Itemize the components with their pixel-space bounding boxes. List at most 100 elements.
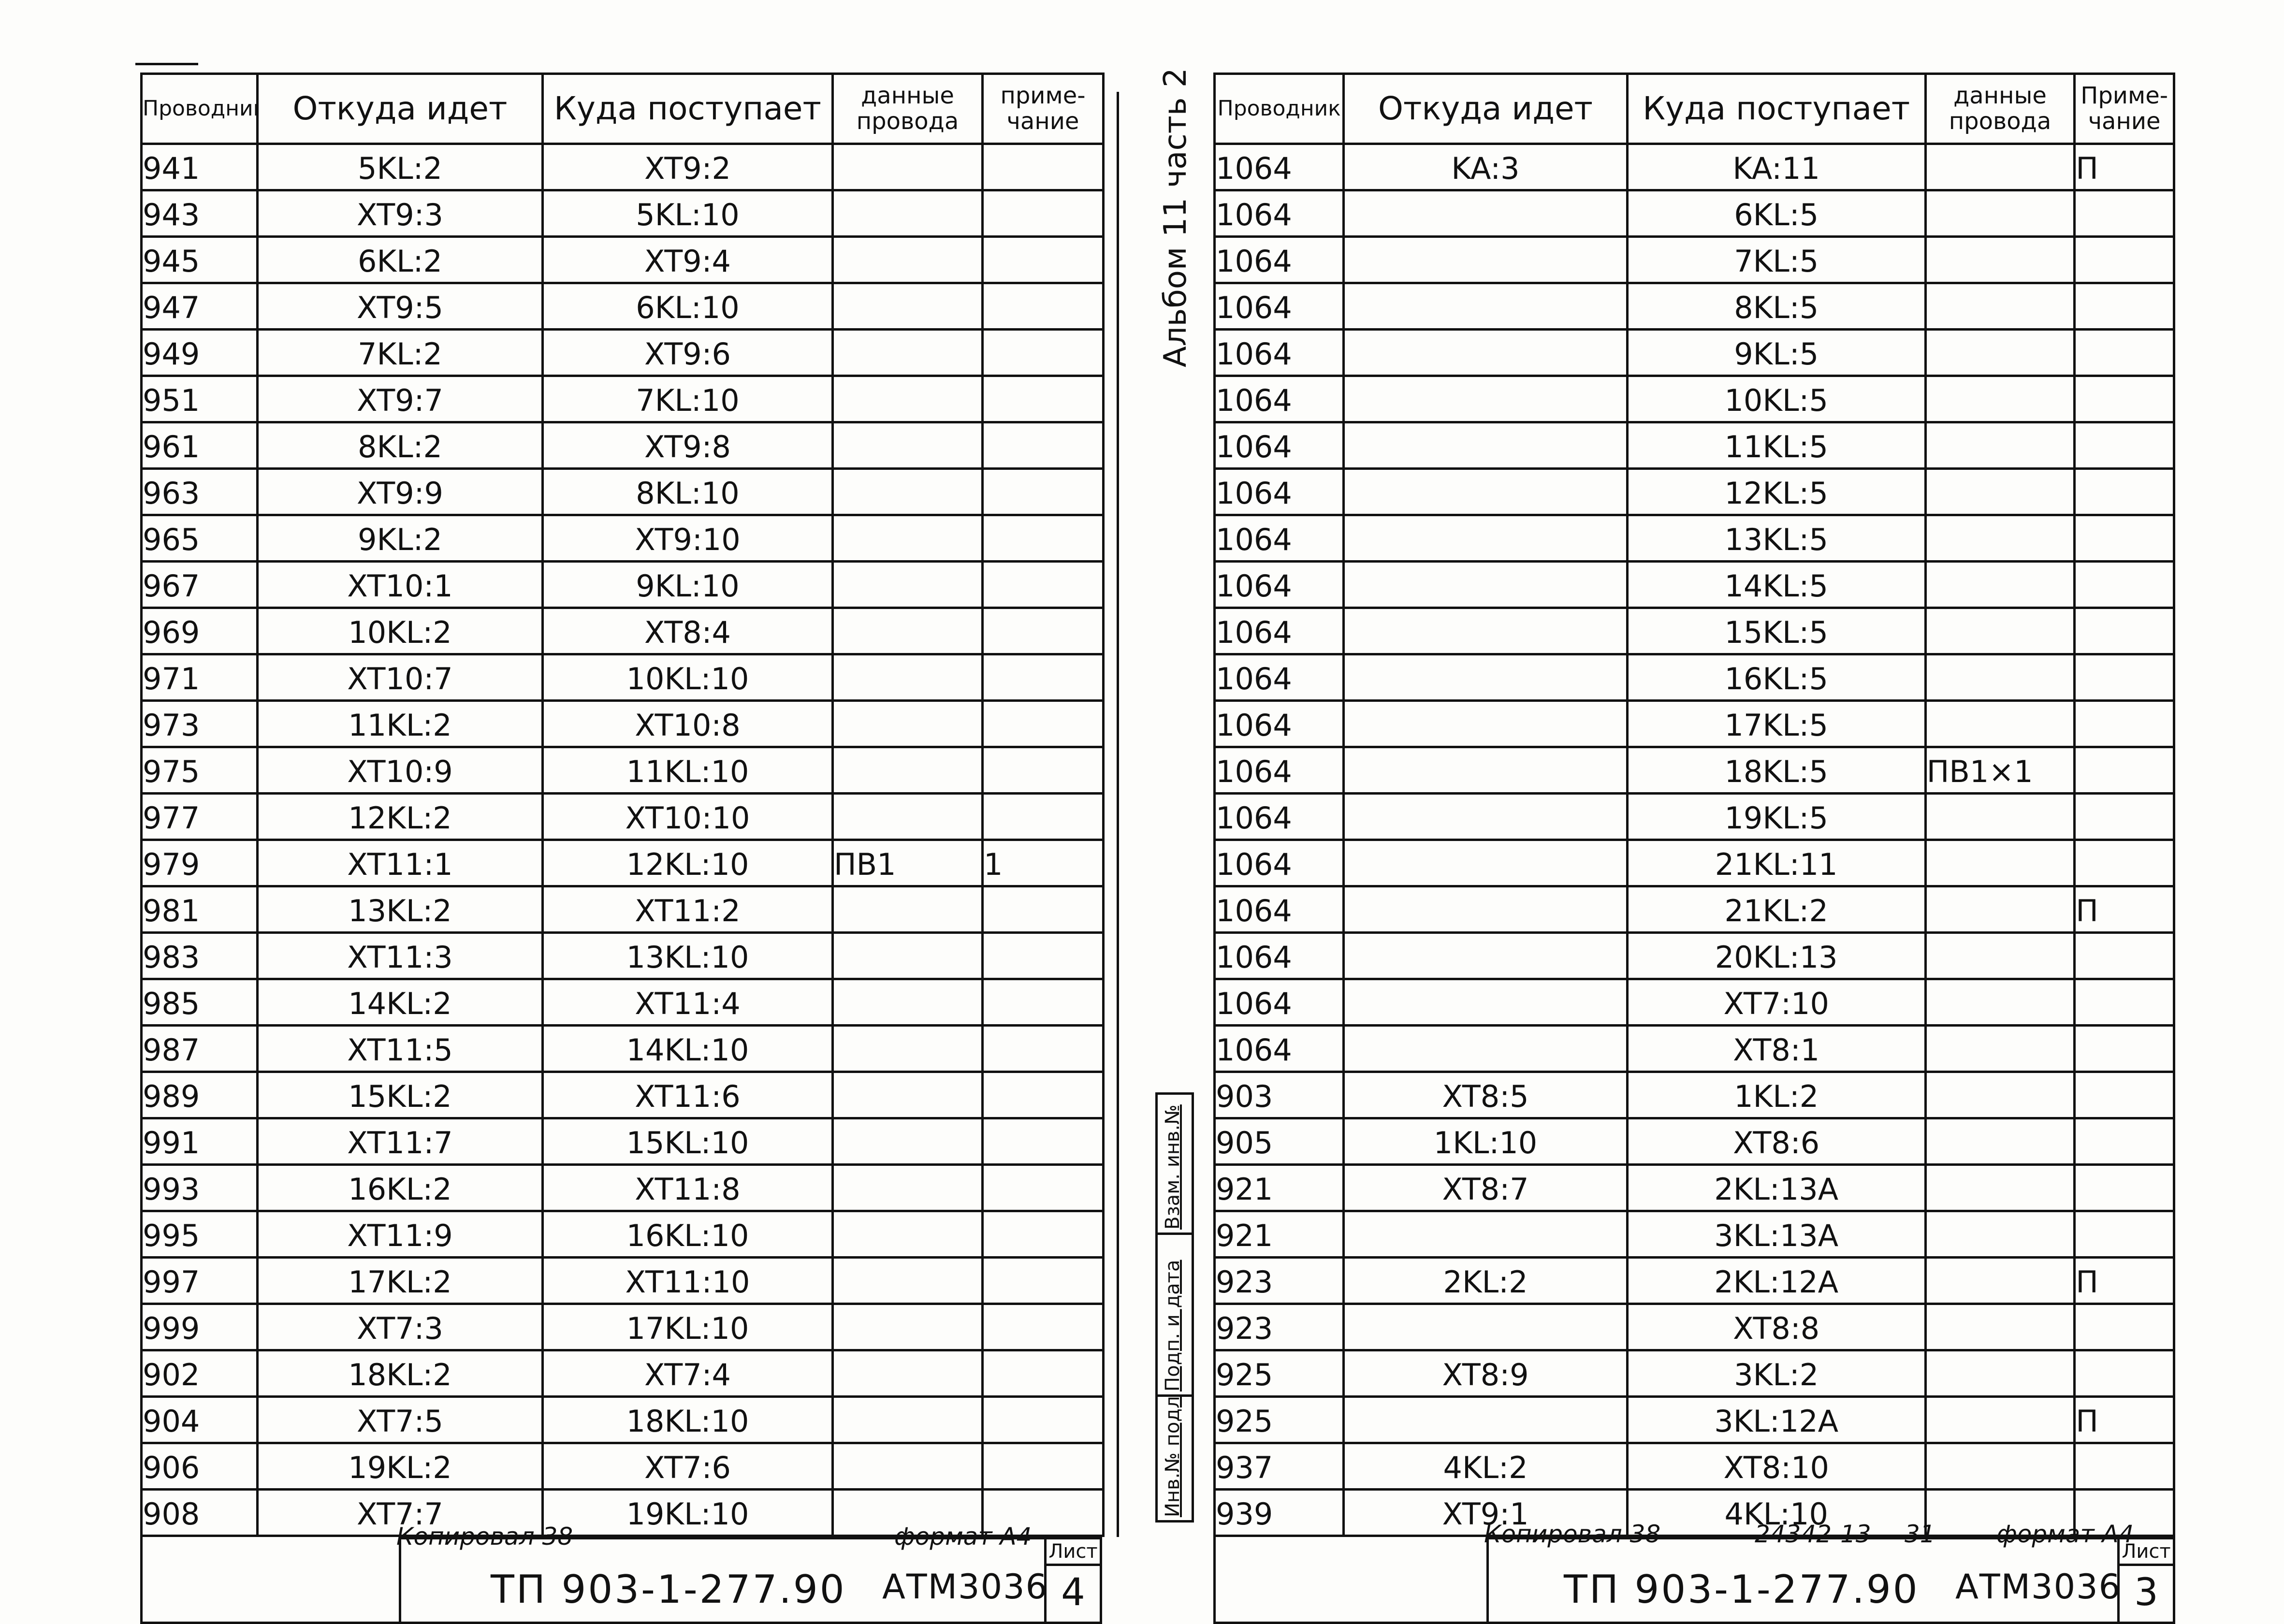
cell-note (981, 746, 1105, 795)
table-row: 995 XT11:9 16KL:10 (140, 1210, 1105, 1259)
table-row: 1064 15KL:5 (1213, 607, 2175, 655)
left-sheet: Проводник Откуда идет Куда поступает дан… (140, 72, 1105, 1624)
cell-wire: 908 (140, 1488, 259, 1537)
cell-note (2073, 931, 2175, 980)
cell-to: 17KL:5 (1626, 699, 1927, 748)
table-row: 941 5KL:2 XT9:2 (140, 143, 1105, 191)
cell-from: XT8:9 (1342, 1349, 1629, 1398)
table-row: 971 XT10:7 10KL:10 (140, 653, 1105, 702)
cell-note (981, 1210, 1105, 1259)
cell-to: 17KL:10 (541, 1303, 834, 1351)
table-row: 1064 7KL:5 (1213, 235, 2175, 284)
cell-data (831, 467, 984, 516)
cell-wire: 983 (140, 931, 259, 980)
cell-note (981, 699, 1105, 748)
cell-to: XT11:6 (541, 1071, 834, 1119)
cell-data (831, 885, 984, 934)
cell-wire: 1064 (1213, 746, 1345, 795)
cell-note (2073, 467, 2175, 516)
left-stamp-frame (399, 1537, 1100, 1622)
cell-note (2073, 514, 2175, 563)
cell-note (981, 328, 1105, 377)
cell-wire: 1064 (1213, 421, 1345, 470)
cell-from (1342, 792, 1629, 841)
table-row: 906 19KL:2 XT7:6 (140, 1442, 1105, 1491)
cell-note (2073, 607, 2175, 655)
cell-note (2073, 421, 2175, 470)
cell-data (1924, 1163, 2076, 1212)
cell-from (1342, 1024, 1629, 1073)
cell-note (981, 375, 1105, 423)
table-row: 905 1KL:10 XT8:6 (1213, 1117, 2175, 1166)
cell-note (981, 467, 1105, 516)
cell-from: 7KL:2 (256, 328, 544, 377)
cell-note (981, 189, 1105, 238)
cell-wire: 999 (140, 1303, 259, 1351)
cell-data (1924, 978, 2076, 1027)
cell-data (1924, 839, 2076, 887)
cell-from: XT10:7 (256, 653, 544, 702)
cell-data (1924, 282, 2076, 331)
cell-wire: 1064 (1213, 467, 1345, 516)
cell-to: 21KL:11 (1626, 839, 1927, 887)
left-doc-code: ТП 903-1-277.90 (491, 1567, 846, 1612)
cell-note (981, 1163, 1105, 1212)
table-row: 1064 16KL:5 (1213, 653, 2175, 702)
cell-to: 11KL:5 (1626, 421, 1927, 470)
cell-note (2073, 792, 2175, 841)
cell-note (981, 885, 1105, 934)
table-row: 949 7KL:2 XT9:6 (140, 328, 1105, 377)
cell-to: 20KL:13 (1626, 931, 1927, 980)
cell-from: XT10:1 (256, 560, 544, 609)
cell-to: XT8:4 (541, 607, 834, 655)
cell-from (1342, 560, 1629, 609)
cell-to: 14KL:10 (541, 1024, 834, 1073)
cell-from (1342, 607, 1629, 655)
cell-to: 6KL:5 (1626, 189, 1927, 238)
cell-from (1342, 328, 1629, 377)
cell-wire: 973 (140, 699, 259, 748)
cell-note (2073, 839, 2175, 887)
cell-data (1924, 560, 2076, 609)
cell-to: 2KL:12A (1626, 1256, 1927, 1305)
cell-from (1342, 189, 1629, 238)
cell-to: XT9:2 (541, 143, 834, 191)
cell-data (831, 143, 984, 191)
cell-to: 7KL:5 (1626, 235, 1927, 284)
cell-data (1924, 1395, 2076, 1444)
table-row: 939 XT9:1 4KL:10 (1213, 1488, 2175, 1537)
cell-wire: 905 (1213, 1117, 1345, 1166)
cell-to: XT8:8 (1626, 1303, 1927, 1351)
cell-note: П (2073, 885, 2175, 934)
cell-to: XT9:4 (541, 235, 834, 284)
left-sheet-label: Лист (1047, 1537, 1100, 1566)
right-copied-by: Копировал 38 (1484, 1520, 1661, 1548)
cell-from: 19KL:2 (256, 1442, 544, 1491)
cell-note (2073, 978, 2175, 1027)
cell-note (981, 421, 1105, 470)
table-row: 973 11KL:2 XT10:8 (140, 699, 1105, 748)
cell-from (1342, 978, 1629, 1027)
cell-wire: 963 (140, 467, 259, 516)
left-sheet-number: 4 (1061, 1571, 1085, 1614)
right-title-block: ТП 903-1-277.90 АТМ3036 Лист 3 (1213, 1537, 2175, 1624)
table-row: 943 XT9:3 5KL:10 (140, 189, 1105, 238)
cell-to: 15KL:5 (1626, 607, 1927, 655)
approval-cell-1: Взам. инв.№ (1158, 1095, 1192, 1235)
cell-data (831, 375, 984, 423)
cell-note (981, 792, 1105, 841)
cell-note (981, 560, 1105, 609)
table-row: 983 XT11:3 13KL:10 (140, 931, 1105, 980)
cell-wire: 1064 (1213, 839, 1345, 887)
cell-wire: 961 (140, 421, 259, 470)
cell-from: XT11:3 (256, 931, 544, 980)
cell-data (831, 1488, 984, 1537)
cell-data (1924, 1442, 2076, 1491)
cell-to: XT8:10 (1626, 1442, 1927, 1491)
cell-wire: 1064 (1213, 235, 1345, 284)
table-row: 1064 17KL:5 (1213, 699, 2175, 748)
cell-note (2073, 699, 2175, 748)
cell-wire: 991 (140, 1117, 259, 1166)
cell-to: 6KL:10 (541, 282, 834, 331)
cell-data (831, 607, 984, 655)
